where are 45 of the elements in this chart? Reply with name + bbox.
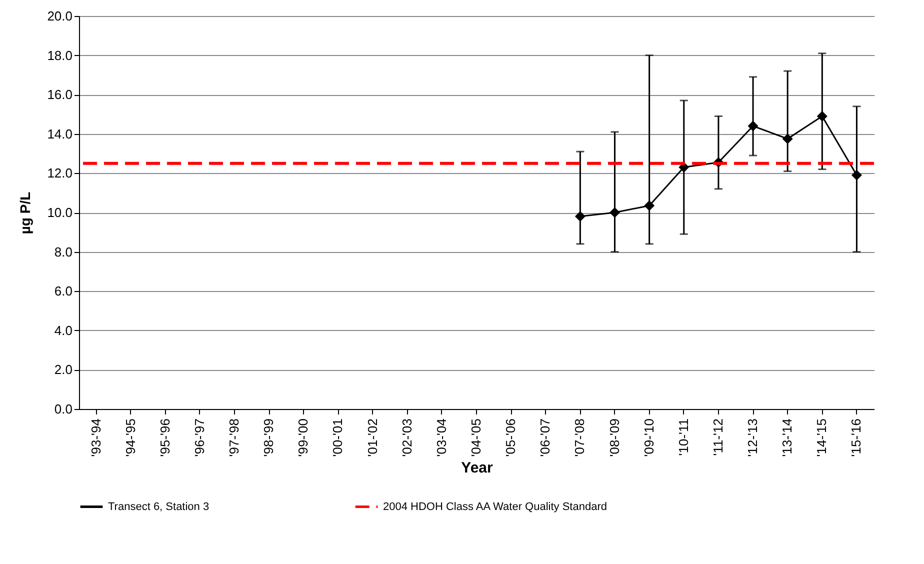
x-tick-label: '14-'15: [814, 418, 830, 457]
x-tick-label: '95-'96: [157, 418, 172, 457]
y-tick-label: 6.0: [54, 284, 72, 299]
x-tick-label: '08-'09: [606, 418, 622, 457]
y-axis-title: µg P/L: [17, 191, 34, 234]
y-tick-label: 4.0: [54, 322, 72, 338]
x-axis-title: Year: [461, 460, 494, 477]
x-tick-label: '03-'04: [434, 418, 449, 457]
y-tick-label: 20.0: [47, 8, 72, 24]
x-tick-label: '98-'99: [261, 418, 276, 457]
x-tick-label: '09-'10: [641, 418, 656, 457]
y-tick-label: 16.0: [47, 87, 72, 102]
x-tick-label: '94-'95: [122, 418, 138, 457]
x-tick-label: '04-'05: [468, 418, 484, 457]
x-tick-label: '07-'08: [572, 418, 588, 457]
y-tick-label: 2.0: [54, 362, 72, 378]
point: [574, 211, 586, 222]
y-tick-label: 10.0: [47, 205, 72, 220]
x-tick-label: '11-'12: [710, 418, 726, 456]
y-tick-label: 8.0: [54, 244, 72, 260]
x-tick-label: '05-'06: [503, 418, 518, 457]
x-tick-label: '96-'97: [192, 418, 207, 457]
x-tick-label: '01-'02: [364, 418, 380, 457]
x-tick-label: '97-'98: [226, 418, 242, 457]
point: [851, 170, 862, 180]
y-tick-label: 14.0: [47, 126, 72, 142]
legend-label: 2004 HDOH Class AA Water Quality Standard: [383, 500, 607, 513]
x-tick-label: '06-'07: [538, 418, 553, 457]
x-tick-label: '12-'13: [745, 418, 760, 457]
x-tick-label: '10-'11: [676, 418, 691, 456]
x-tick-label: '13-'14: [780, 418, 795, 457]
point: [644, 200, 655, 211]
x-tick-label: '15-'16: [848, 418, 864, 457]
x-tick-label: '93-'94: [88, 418, 104, 457]
point: [610, 207, 620, 218]
y-tick-label: 12.0: [47, 166, 72, 181]
x-tick-label: '02-'03: [399, 418, 414, 457]
legend-label: Transect 6, Station 3: [108, 500, 210, 513]
point: [782, 134, 793, 144]
y-tick-label: 0.0: [54, 402, 72, 416]
y-tick-label: 18.0: [47, 48, 72, 63]
x-tick-label: '00-'01: [330, 418, 346, 457]
point: [748, 120, 758, 132]
x-tick-label: '99-'00: [296, 418, 311, 457]
point: [816, 110, 828, 122]
